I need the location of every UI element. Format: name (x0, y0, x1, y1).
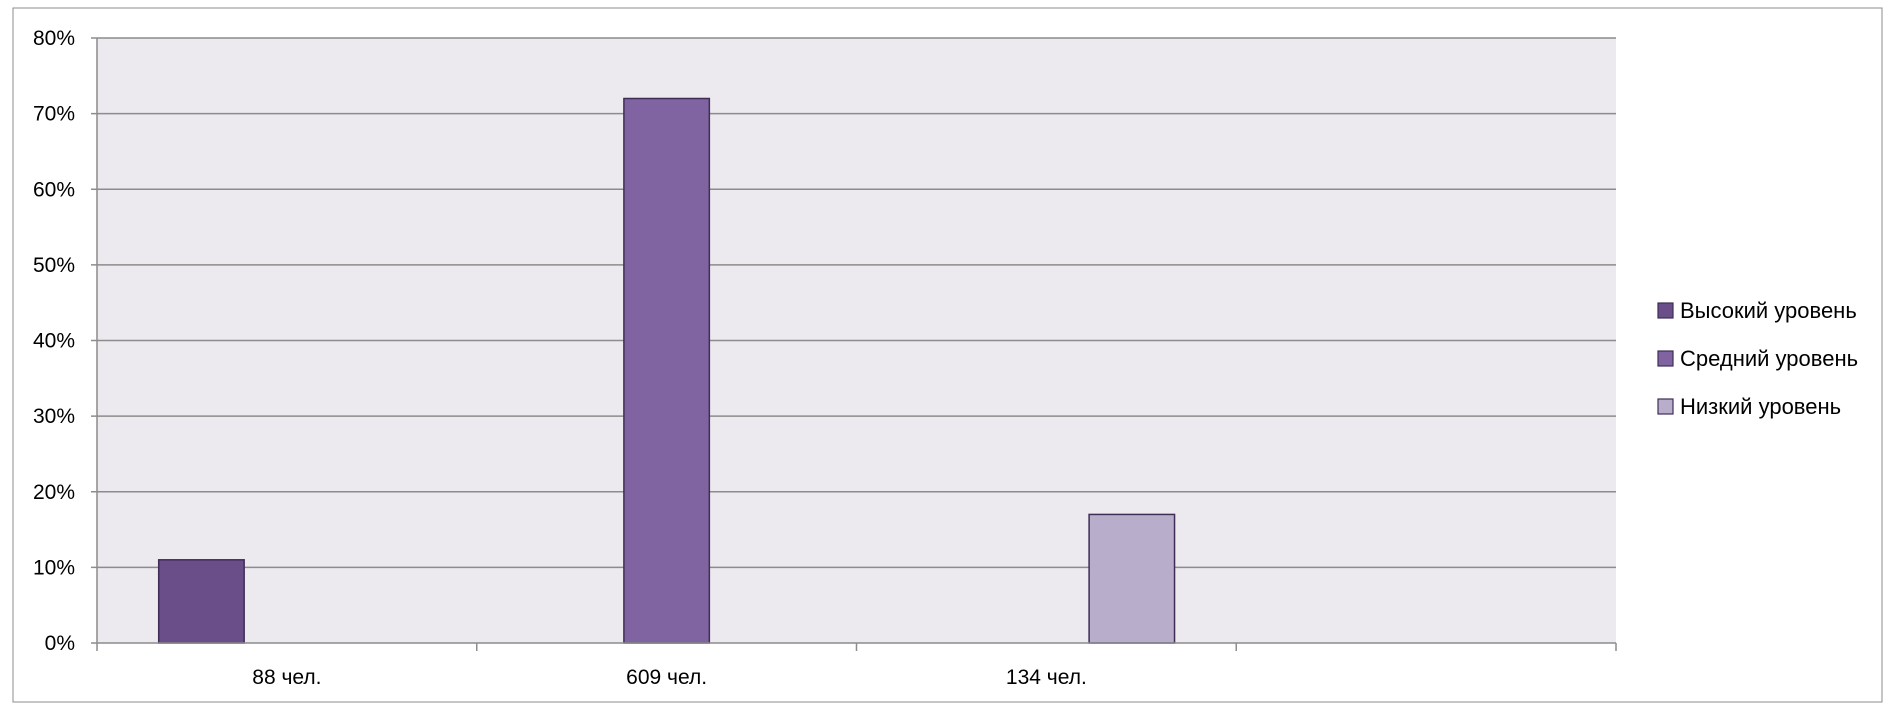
bar (157, 559, 245, 644)
legend-swatch (1657, 302, 1674, 319)
bars (157, 97, 1176, 644)
y-tick-label: 20% (33, 481, 75, 504)
legend-swatch (1657, 350, 1674, 367)
legend: Высокий уровень Средний уровень Низкий уро… (1657, 298, 1858, 419)
legend-label: Низкий уровень (1680, 394, 1841, 419)
legend-label: Высокий уровень (1680, 298, 1857, 323)
y-tick-label: 50% (33, 254, 75, 277)
y-tick-label: 40% (33, 330, 75, 353)
y-tick-label: 80% (33, 27, 75, 50)
axes: 0% 10% 20% 30% 40% 50% 60% 70% 80% 88 чел. 609 чел… (33, 27, 1617, 689)
legend-swatch (1657, 398, 1674, 415)
y-tick-label: 60% (33, 178, 75, 201)
y-tick-label: 30% (33, 405, 75, 428)
y-tick-label: 0% (45, 632, 75, 655)
x-tick-label: 609 чел. (626, 666, 707, 689)
bar (623, 97, 711, 644)
gridlines (97, 37, 1616, 569)
y-tick-label: 70% (33, 103, 75, 126)
bar (1088, 513, 1176, 644)
y-tick-label: 10% (33, 556, 75, 579)
legend-label: Средний уровень (1680, 346, 1858, 371)
x-tick-label: 134 чел. (1006, 666, 1087, 689)
x-tick-label: 88 чел. (252, 666, 321, 689)
